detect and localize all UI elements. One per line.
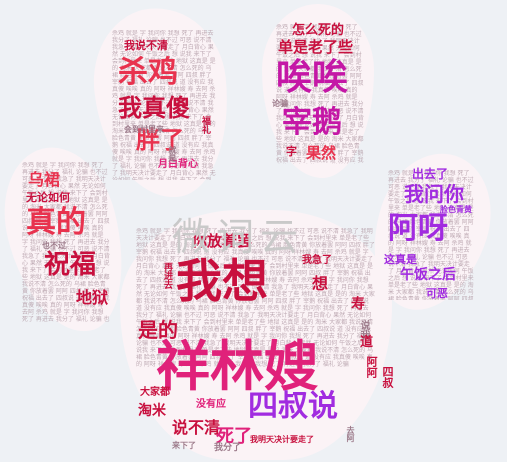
word-ai-ai: 唉唉 — [276, 57, 349, 98]
word-shuo-wo: 说我 — [358, 320, 369, 340]
word-lun-pian: 论骗 — [272, 99, 288, 108]
word-wo-ming-tian: 我明天决计要走了 — [250, 435, 314, 444]
word-chu-qu-le: 出去了 — [412, 167, 449, 181]
word-zhen-de: 真的 — [26, 205, 86, 240]
word-wu-lun-ru-he: 无论如何 — [26, 191, 70, 204]
word-wo-fen-le: 我分了 — [214, 443, 242, 453]
word-shuo-bu-qing: 说不清 — [172, 418, 221, 437]
word-a-ya: 阿呀 — [388, 211, 448, 246]
filler-text-top-left: 杀鸡 就是 字 我问你 我想 死了 再进去 我分了 福礼 论骗 也不过 可恶 说… — [112, 30, 216, 180]
word-jiu-shi: 就是 — [168, 146, 177, 162]
word-mei-you-ying: 没有应 — [196, 399, 226, 410]
filler-text-pad: 杀鸡 就是 字 我问你 我想 死了 再进去 我分了 福礼 论骗 也不过 可恶 说… — [136, 228, 375, 368]
word-shi-de: 是的 — [138, 318, 178, 342]
word-wu-fan-zhi-hou: 午饭之后 — [400, 267, 456, 283]
word-lian-se-qing-huang: 脸色青黄 — [440, 205, 472, 214]
word-lai-xia-le: 来下了 — [172, 441, 196, 450]
word-si-shu-shuo: 四叔说 — [248, 389, 338, 424]
word-wo-zhen-sha: 我真傻 — [118, 94, 190, 122]
word-ke-wu: 可恶 — [426, 287, 448, 300]
word-wo-xiang: 我想 — [176, 254, 268, 308]
word-wu-qun: 乌裙 — [28, 170, 61, 189]
word-da-jia-dou: 大家都 — [140, 387, 170, 398]
word-ni-fang-zhe-ba: 你放着罢 — [192, 232, 253, 250]
word-xiang-lin-sao: 祥林嫂 — [156, 335, 318, 398]
word-si-le: 死了 — [216, 426, 252, 447]
word-dao: 道 — [360, 335, 374, 350]
word-zi: 字 — [286, 145, 297, 158]
word-yue-bai-bei-xin: 月白背心 — [158, 159, 198, 170]
word-pang-le: 胖了 — [136, 126, 184, 154]
lobe-top-center — [262, 4, 374, 178]
word-si-shu: 四叔 — [381, 366, 394, 388]
word-zen-me-si-de: 怎么死的 — [292, 23, 345, 38]
watermark-text: 微词云 — [172, 215, 305, 259]
word-hui-dao-cun-li-lai: 会到村里来 — [124, 125, 164, 134]
word-tao-mi: 淘米 — [138, 403, 166, 419]
word-wo-ji-le: 我急了 — [302, 255, 332, 266]
word-di-yu: 地狱 — [76, 288, 109, 307]
word-dan-shi-lao-le-xie: 单是老了些 — [278, 38, 354, 56]
word-qu-a: 去阿 — [346, 426, 355, 442]
word-a-a: 阿阿 — [365, 356, 378, 378]
word-shou: 寿 — [349, 296, 365, 310]
word-wo-wen-ni: 我问你 — [404, 182, 464, 206]
word-zai-jin-qu: 再进去 — [162, 262, 172, 289]
filler-text-right: 杀鸡 就是 字 我问你 我想 死了 再进去 我分了 福礼 论骗 也不过 可恶 说… — [388, 170, 474, 300]
filler-text-top-center: 杀鸡 就是 字 我问你 我想 死了 再进去 我分了 福礼 论骗 也不过 可恶 说… — [276, 24, 364, 164]
word-sha-ji: 杀鸡 — [118, 55, 178, 90]
filler-text-left: 杀鸡 就是 字 我问你 我想 死了 再进去 我分了 福礼 论骗 也不过 可恶 说… — [22, 162, 110, 322]
word-guo-ran: 果然 — [306, 144, 337, 162]
word-ye-bu-guo: 也不过 — [42, 241, 66, 250]
word-zhe-zhen-shi: 这真是 — [384, 253, 417, 266]
word-wo-shuo-bu-qing: 我说不清 — [124, 39, 168, 52]
word-xiang: 想 — [312, 274, 329, 293]
lobe-pad — [120, 210, 392, 460]
word-fu-li: 福礼 — [200, 116, 210, 134]
word-zai-e: 宰鹅 — [282, 105, 342, 140]
word-zhu-fu: 祝福 — [44, 250, 97, 280]
